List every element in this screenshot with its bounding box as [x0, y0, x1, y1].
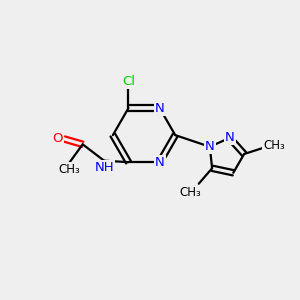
Text: N: N: [155, 102, 164, 115]
Text: N: N: [205, 140, 215, 153]
Text: CH₃: CH₃: [263, 139, 285, 152]
Text: N: N: [225, 131, 235, 144]
Text: Cl: Cl: [122, 75, 135, 88]
Text: NH: NH: [94, 161, 114, 174]
Text: O: O: [52, 133, 63, 146]
Text: CH₃: CH₃: [179, 186, 201, 199]
Text: CH₃: CH₃: [58, 163, 80, 176]
Text: N: N: [155, 156, 164, 169]
